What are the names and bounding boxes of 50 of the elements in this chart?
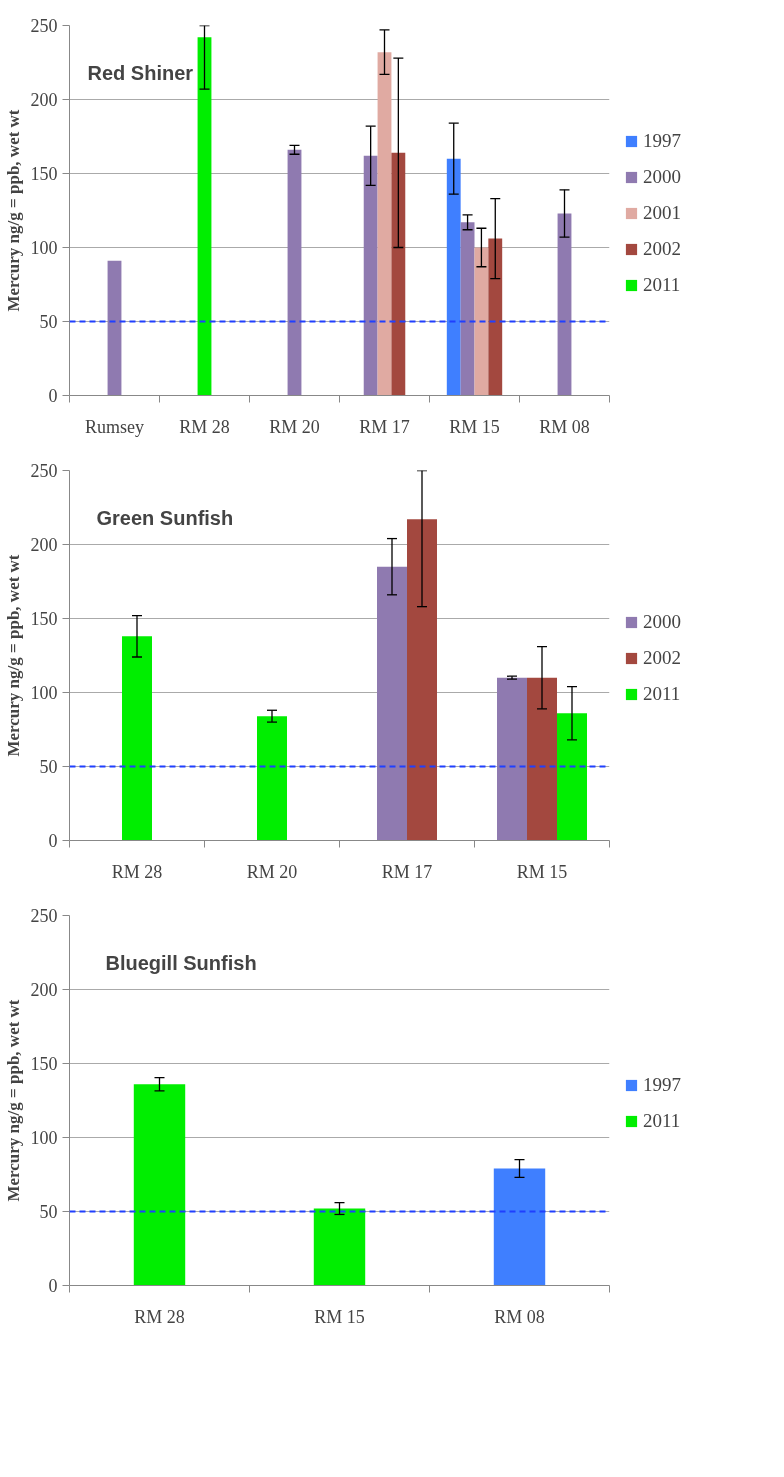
text: Red Shiner [87, 61, 194, 84]
x-tick-label: RM 08 [494, 1306, 545, 1327]
legend-label: 1997 [643, 130, 681, 152]
legend-label: 2000 [643, 166, 681, 188]
legend-label: 2011 [643, 1110, 681, 1132]
y-tick-label: 150 [30, 164, 58, 184]
y-tick-label: 50 [39, 1202, 58, 1222]
y-tick-label: 200 [30, 535, 58, 555]
x-tick-label: RM 15 [314, 1306, 365, 1327]
x-tick-label: RM 28 [179, 416, 230, 437]
y-tick-label: 0 [48, 386, 58, 406]
x-tick-label: RM 08 [539, 416, 590, 437]
legend-label: 2000 [643, 611, 681, 633]
y-tick-label: 100 [30, 1128, 58, 1148]
legend-label: 2002 [643, 238, 681, 260]
y-tick-label: 250 [30, 906, 58, 926]
y-tick-label: 0 [48, 831, 58, 851]
y-tick-label: 0 [48, 1276, 58, 1296]
x-tick-label: RM 28 [111, 861, 163, 882]
y-tick-label: 250 [30, 16, 58, 36]
x-tick-label: RM 15 [516, 861, 568, 882]
y-axis-title: Mercury ng/g = ppb, wet wt [3, 999, 23, 1202]
x-tick-label: RM 20 [246, 861, 298, 882]
y-tick-label: 150 [30, 1054, 58, 1074]
x-tick-label: RM 28 [134, 1306, 185, 1327]
x-tick-label: RM 20 [269, 416, 320, 437]
y-tick-label: 50 [39, 312, 58, 332]
y-tick-label: 200 [30, 90, 58, 110]
x-tick-label: Rumsey [85, 416, 145, 437]
text: Bluegill Sunfish [105, 951, 257, 974]
legend-label: 2011 [643, 274, 681, 296]
x-tick-label: RM 15 [449, 416, 500, 437]
y-axis-title: Mercury ng/g = ppb, wet wt [3, 109, 23, 312]
x-tick-label: RM 17 [381, 861, 433, 882]
y-tick-label: 200 [30, 980, 58, 1000]
text: Green Sunfish [96, 506, 234, 529]
legend-label: 2001 [643, 202, 681, 224]
bar [313, 1208, 366, 1286]
legend-label: 1997 [643, 1074, 681, 1096]
legend-label: 2011 [643, 683, 681, 705]
y-tick-label: 150 [30, 609, 58, 629]
x-tick-label: RM 17 [359, 416, 410, 437]
bar [133, 1084, 186, 1286]
y-tick-label: 50 [39, 757, 58, 777]
y-tick-label: 250 [30, 461, 58, 481]
y-axis-title: Mercury ng/g = ppb, wet wt [3, 554, 23, 757]
bar [493, 1168, 546, 1286]
legend-label: 2002 [643, 647, 681, 669]
y-tick-label: 100 [30, 683, 58, 703]
y-tick-label: 100 [30, 238, 58, 258]
